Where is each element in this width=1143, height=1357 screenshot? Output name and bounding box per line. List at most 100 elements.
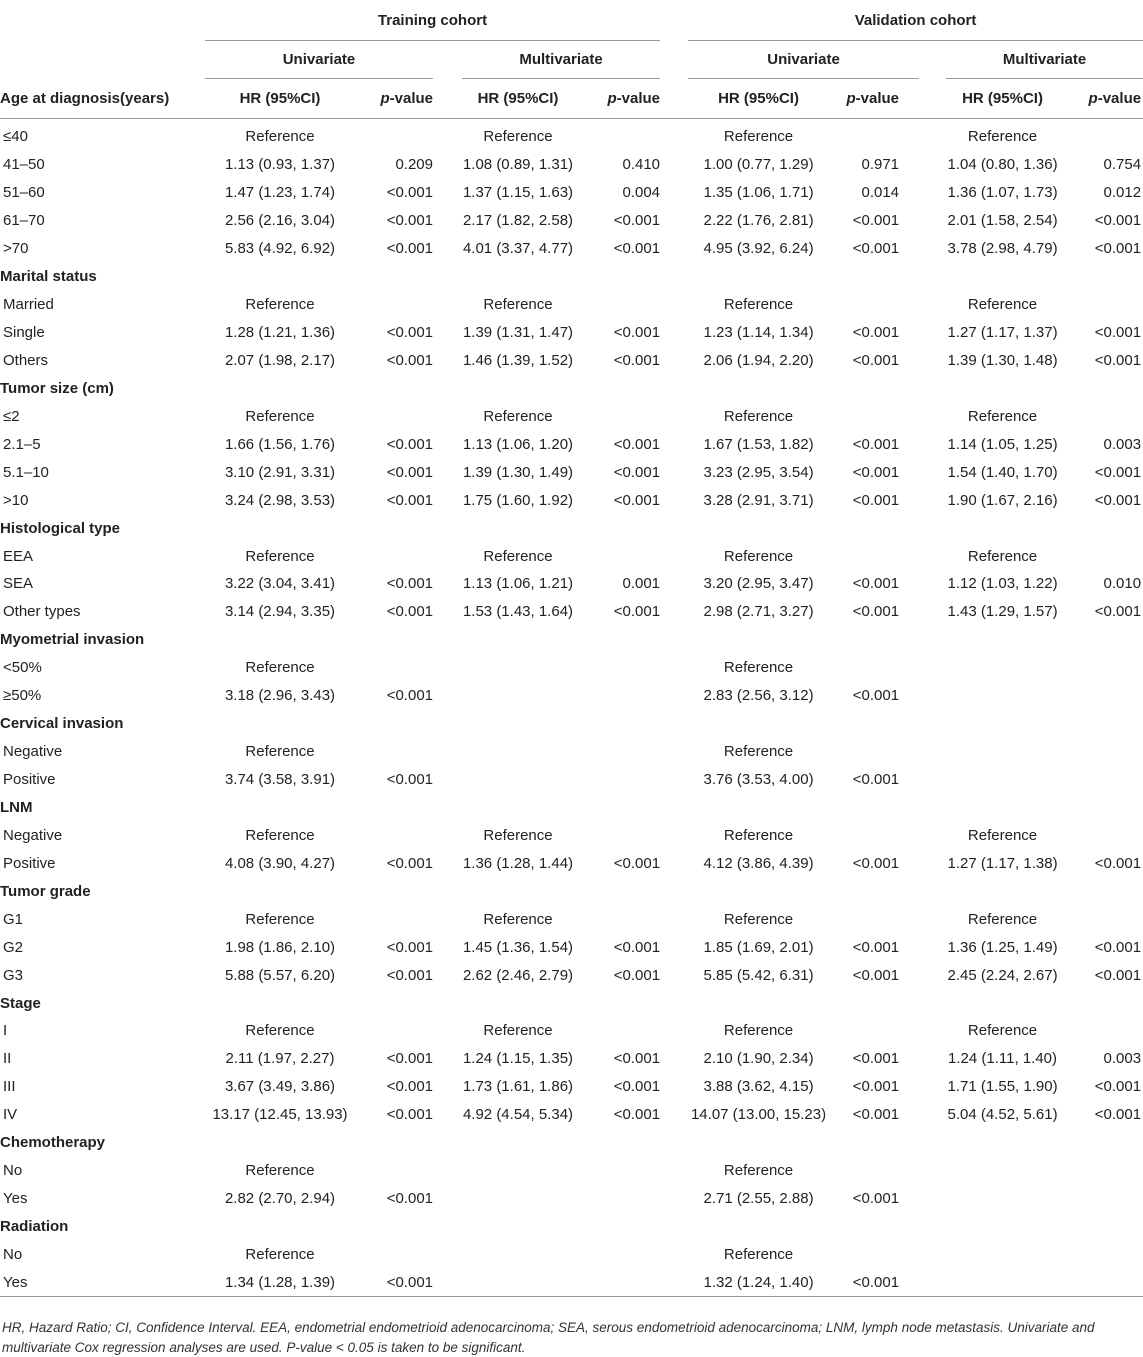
validation-multivariate-p <box>1059 905 1143 933</box>
gap <box>919 458 946 486</box>
training-multivariate-p: <0.001 <box>613 1106 661 1124</box>
section-header-row: Myometrial invasion <box>0 626 1143 654</box>
training-multivariate-p: <0.001 <box>613 324 661 342</box>
training-univariate-p <box>355 542 433 570</box>
gap <box>660 654 688 682</box>
gap <box>433 849 462 877</box>
gap <box>433 766 462 794</box>
validation-univariate-hr: 14.07 (13.00, 15.23) <box>690 1106 827 1124</box>
validation-multivariate-p: <0.001 <box>1094 603 1142 621</box>
table-row: Others 2.07 (1.98, 2.17) <0.001 1.46 (1.39,… <box>0 347 1143 375</box>
gap <box>919 598 946 626</box>
validation-multivariate-p <box>1059 738 1143 766</box>
gap <box>433 291 462 319</box>
gap <box>919 319 946 347</box>
training-univariate-hr: 1.28 (1.21, 1.36) <box>224 324 336 342</box>
row-label: <50% <box>3 659 42 677</box>
gap <box>433 654 462 682</box>
validation-univariate-p: 0.971 <box>861 156 900 174</box>
training-multivariate-hr: 1.39 (1.31, 1.47) <box>462 324 574 342</box>
training-univariate-p <box>355 402 433 430</box>
training-univariate-hr: Reference <box>245 1162 315 1180</box>
training-univariate-p: <0.001 <box>355 1268 433 1298</box>
validation-univariate-p: <0.001 <box>852 1050 900 1068</box>
training-univariate-hr: Reference <box>245 407 315 425</box>
gap <box>660 933 688 961</box>
gap <box>433 542 462 570</box>
table-row: IV 13.17 (12.45, 13.93) <0.001 4.92 (4.54, … <box>0 1101 1143 1129</box>
training-univariate-hr: Reference <box>245 910 315 928</box>
row-label-header: Age at diagnosis(years) <box>0 78 205 119</box>
row-label: Others <box>3 351 49 369</box>
table-row: 61–70 2.56 (2.16, 3.04) <0.001 2.17 (1.82, … <box>0 207 1143 235</box>
training-univariate-p: <0.001 <box>386 491 433 509</box>
gap <box>433 738 462 766</box>
gap <box>433 1101 462 1129</box>
validation-multivariate-hr: Reference <box>967 547 1038 565</box>
training-multivariate-p: <0.001 <box>613 603 661 621</box>
row-label: Yes <box>0 1268 205 1298</box>
training-univariate-hr: Reference <box>245 1245 315 1263</box>
validation-univariate-hr: Reference <box>723 743 794 761</box>
validation-multivariate-hr: 3.78 (2.98, 4.79) <box>947 240 1058 258</box>
table-row: Single 1.28 (1.21, 1.36) <0.001 1.39 (1.31,… <box>0 319 1143 347</box>
training-multivariate-p: <0.001 <box>613 351 661 369</box>
validation-univariate-p <box>829 821 919 849</box>
training-univariate-p <box>355 1241 433 1269</box>
training-univariate-hr: 1.98 (1.86, 2.10) <box>224 938 336 956</box>
validation-univariate-p: <0.001 <box>852 771 900 789</box>
validation-univariate-hr: Reference <box>723 407 794 425</box>
training-multivariate-p: <0.001 <box>613 1050 661 1068</box>
table-row: No Reference Reference <box>0 1241 1143 1269</box>
gap <box>433 933 462 961</box>
training-univariate-p: <0.001 <box>386 324 433 342</box>
training-univariate-p <box>355 291 433 319</box>
section-label: Chemotherapy <box>0 1134 106 1152</box>
validation-multivariate-hr <box>946 1241 1059 1269</box>
row-label: G2 <box>3 938 24 956</box>
training-multivariate-p: <0.001 <box>613 491 661 509</box>
table-row: Positive 3.74 (3.58, 3.91) <0.001 3.76 (3.5… <box>0 766 1143 794</box>
training-univariate-p: <0.001 <box>386 435 433 453</box>
validation-univariate-hr: 2.06 (1.94, 2.20) <box>703 351 814 369</box>
row-label: 51–60 <box>3 184 45 202</box>
training-univariate-p <box>355 1157 433 1185</box>
training-multivariate-p: <0.001 <box>613 240 661 258</box>
training-multivariate-p: <0.001 <box>613 1078 661 1096</box>
gap <box>919 738 946 766</box>
training-multivariate-p <box>574 654 660 682</box>
gap <box>660 179 688 207</box>
training-multivariate-p <box>574 682 660 710</box>
training-univariate-hr: 5.88 (5.57, 6.20) <box>224 966 336 984</box>
training-univariate-hr: 3.74 (3.58, 3.91) <box>224 771 336 789</box>
validation-multivariate-hr <box>946 766 1059 794</box>
gap <box>660 1157 688 1185</box>
section-header-row: Radiation <box>0 1213 1143 1241</box>
validation-univariate-hr: 4.12 (3.86, 4.39) <box>703 854 814 872</box>
gap <box>433 821 462 849</box>
gap <box>433 1268 462 1298</box>
table-row: >10 3.24 (2.98, 3.53) <0.001 1.75 (1.60, 1.… <box>0 486 1143 514</box>
hr-header: HR (95%CI) <box>462 78 574 119</box>
validation-multivariate-hr <box>946 738 1059 766</box>
gap <box>433 1241 462 1269</box>
row-label: No <box>3 1162 23 1180</box>
validation-multivariate-hr: 1.54 (1.40, 1.70) <box>947 463 1058 481</box>
training-univariate-hr: 1.47 (1.23, 1.74) <box>224 184 336 202</box>
validation-multivariate-p: <0.001 <box>1094 1106 1142 1124</box>
gap <box>919 119 946 151</box>
training-multivariate-p: 0.001 <box>622 575 661 593</box>
gap <box>660 766 688 794</box>
gap <box>660 849 688 877</box>
hr-header: HR (95%CI) <box>946 78 1060 119</box>
validation-multivariate-p: 0.754 <box>1103 156 1142 174</box>
gap <box>919 849 946 877</box>
validation-multivariate-hr <box>946 1268 1060 1298</box>
training-multivariate-hr: 2.17 (1.82, 2.58) <box>462 212 574 230</box>
gap <box>433 1185 462 1213</box>
validation-multivariate-p <box>1059 1268 1143 1298</box>
validation-univariate-hr: Reference <box>723 128 794 146</box>
training-univariate-p <box>355 738 433 766</box>
training-multivariate-header: Multivariate <box>462 40 661 79</box>
validation-univariate-hr: Reference <box>723 296 794 314</box>
